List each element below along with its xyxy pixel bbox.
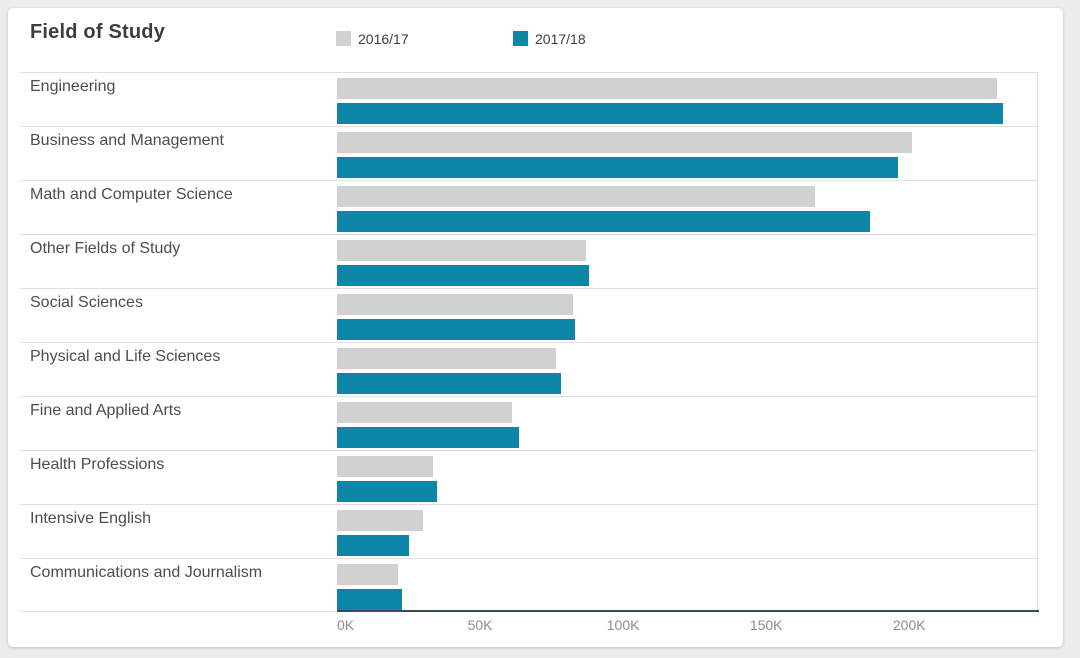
bar-2017-18[interactable] (337, 589, 402, 610)
legend-label-2016-17: 2016/17 (358, 31, 409, 47)
bar-group (337, 235, 1038, 289)
category-label: Engineering (30, 78, 116, 95)
x-tick-label: 100K (606, 617, 640, 633)
category-label: Business and Management (30, 132, 224, 149)
bar-2016-17[interactable] (337, 510, 423, 531)
category-label: Social Sciences (30, 294, 143, 311)
category-label: Math and Computer Science (30, 186, 233, 203)
bar-group (337, 343, 1038, 397)
x-tick-label: 150K (749, 617, 783, 633)
bar-group (337, 559, 1038, 613)
category-label: Communications and Journalism (30, 564, 263, 581)
legend-item-2017-18[interactable]: 2017/18 (513, 29, 586, 47)
legend-label-2017-18: 2017/18 (535, 31, 586, 47)
bar-group (337, 127, 1038, 181)
x-axis-line (337, 610, 1039, 612)
bar-2016-17[interactable] (337, 456, 433, 477)
bar-2017-18[interactable] (337, 103, 1003, 124)
bar-group (337, 451, 1038, 505)
x-axis: 0K 50K 100K 150K 200K (8, 617, 1063, 637)
x-tick-label: 200K (892, 617, 926, 633)
bar-2016-17[interactable] (337, 240, 586, 261)
bar-2017-18[interactable] (337, 265, 589, 286)
chart-row: Communications and Journalism (20, 558, 1037, 612)
chart-row: Engineering (20, 72, 1037, 126)
bar-2016-17[interactable] (337, 132, 912, 153)
chart-row: Physical and Life Sciences (20, 342, 1037, 396)
bar-group (337, 73, 1038, 127)
bar-2016-17[interactable] (337, 294, 573, 315)
x-tick-label: 50K (467, 617, 493, 633)
category-label: Fine and Applied Arts (30, 402, 182, 419)
chart-row: Other Fields of Study (20, 234, 1037, 288)
chart-title: Field of Study (30, 21, 166, 43)
legend-swatch-2016-17-icon (336, 30, 351, 46)
bar-2017-18[interactable] (337, 373, 561, 394)
category-label: Health Professions (30, 456, 165, 473)
chart-row: Health Professions (20, 450, 1037, 504)
bar-group (337, 397, 1038, 451)
bar-group (337, 505, 1038, 559)
bar-2017-18[interactable] (337, 427, 519, 448)
bar-2017-18[interactable] (337, 319, 575, 340)
category-label: Physical and Life Sciences (30, 348, 221, 365)
legend-item-2016-17[interactable]: 2016/17 (336, 29, 409, 47)
plot-area: Engineering Business and Management Math… (20, 72, 1038, 612)
bar-2016-17[interactable] (337, 78, 998, 99)
chart-row: Math and Computer Science (20, 180, 1037, 234)
bar-2017-18[interactable] (337, 481, 437, 502)
category-label: Other Fields of Study (30, 240, 181, 257)
x-tick-label: 0K (337, 617, 355, 633)
bar-2016-17[interactable] (337, 564, 398, 585)
category-label: Intensive English (30, 510, 151, 527)
bar-2017-18[interactable] (337, 157, 899, 178)
bar-2017-18[interactable] (337, 211, 870, 232)
chart-card: Field of Study 2016/17 2017/18 Engineeri… (8, 8, 1063, 647)
chart-row: Business and Management (20, 126, 1037, 180)
bar-group (337, 289, 1038, 343)
bar-2016-17[interactable] (337, 402, 512, 423)
legend-swatch-2017-18-icon (513, 30, 528, 46)
bar-2016-17[interactable] (337, 348, 556, 369)
chart-row: Fine and Applied Arts (20, 396, 1037, 450)
chart-row: Social Sciences (20, 288, 1037, 342)
chart-row: Intensive English (20, 504, 1037, 558)
bar-2016-17[interactable] (337, 186, 816, 207)
bar-2017-18[interactable] (337, 535, 409, 556)
bar-group (337, 181, 1038, 235)
